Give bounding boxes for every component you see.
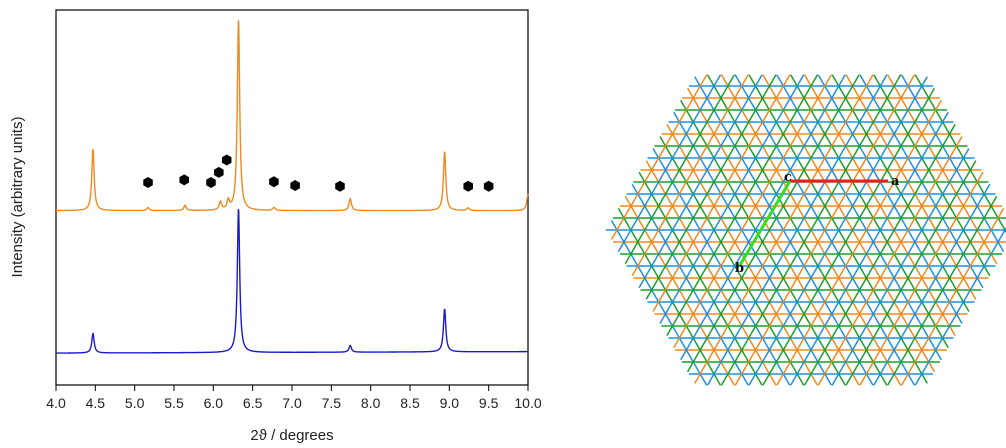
- hexagon-marker: [269, 176, 279, 188]
- x-ticks: 4.0 4.5 5.0 5.5 6.0 6.5 7.0 7.5 8.0 8.5 9.0 9.5 10.0: [46, 385, 542, 411]
- lattice-line: [762, 74, 936, 373]
- lattice-line: [694, 76, 874, 386]
- b-axis-label: b: [735, 261, 744, 276]
- lattice-line: [652, 74, 791, 312]
- x-tick-label: 4.0: [46, 395, 66, 411]
- lattice-line: [686, 87, 860, 386]
- series-line-1: [56, 20, 529, 212]
- lattice-line: [873, 183, 991, 386]
- hexagon-marker: [179, 174, 189, 186]
- x-tick-label: 10.0: [514, 395, 541, 411]
- lattice-line: [720, 74, 902, 386]
- lattice-line: [803, 124, 956, 386]
- x-tick-label: 9.5: [479, 395, 499, 411]
- lattice-line: [645, 74, 777, 300]
- lattice-line: [645, 160, 777, 386]
- lattice-line: [610, 220, 708, 386]
- lattice-line: [734, 74, 916, 386]
- lattice-diagram: c a b: [606, 74, 1006, 386]
- lattice-line: [673, 74, 832, 349]
- hexagon-marker: [335, 180, 345, 192]
- lattice-line: [617, 74, 722, 252]
- lattice-line: [887, 195, 998, 386]
- x-tick-label: 7.5: [322, 395, 342, 411]
- lattice-line: [652, 148, 791, 386]
- lattice-line: [694, 74, 874, 384]
- lattice-line: [900, 208, 1005, 386]
- lattice-line: [659, 136, 805, 386]
- x-tick-label: 7.0: [282, 395, 302, 411]
- lattice-line: [831, 148, 970, 386]
- x-tick-label: 5.5: [164, 395, 184, 411]
- lattice-line: [790, 111, 949, 386]
- lattice-line: [776, 99, 942, 386]
- x-tick-label: 6.0: [204, 395, 224, 411]
- c-axis-label: c: [784, 170, 792, 185]
- lattice-line: [631, 183, 749, 386]
- x-tick-label: 5.0: [125, 395, 145, 411]
- lattice-lines: [606, 74, 1006, 386]
- lattice-line: [686, 74, 860, 373]
- lattice-line: [748, 74, 928, 384]
- lattice-line: [817, 74, 963, 324]
- x-tick-label: 8.5: [400, 395, 420, 411]
- hexagon-marker: [483, 180, 494, 192]
- hexagon-marker: [221, 154, 232, 166]
- marker-layer: [143, 154, 494, 192]
- lattice-line: [845, 160, 977, 386]
- hexagon-marker: [214, 166, 224, 178]
- lattice-line: [659, 74, 805, 324]
- lattice-line: [914, 226, 1006, 386]
- series-layer: [56, 20, 529, 354]
- x-axis-title: 2ϑ / degrees: [250, 427, 333, 444]
- lattice-line: [900, 74, 1005, 252]
- x-tick-label: 8.0: [361, 395, 381, 411]
- xrd-chart: 4.0 4.5 5.0 5.5 6.0 6.5 7.0 7.5 8.0 8.5 9.0 9.5 10.0…: [9, 9, 542, 444]
- lattice-line: [706, 74, 888, 386]
- lattice-line: [914, 74, 1006, 234]
- x-tick-label: 4.5: [86, 395, 106, 411]
- hexagon-marker: [290, 180, 300, 191]
- hexagon-marker: [143, 177, 153, 188]
- lattice-line: [624, 74, 735, 265]
- lattice-line: [631, 74, 749, 277]
- lattice-line: [617, 208, 722, 386]
- lattice-line: [817, 136, 963, 386]
- a-axis-label: a: [891, 174, 900, 189]
- y-axis-title: Intensity (arbitrary units): [9, 117, 26, 278]
- lattice-line: [680, 74, 846, 361]
- series-line-2: [56, 208, 528, 354]
- hexagon-marker: [206, 177, 216, 188]
- lattice-line: [831, 74, 970, 312]
- lattice-line: [748, 76, 928, 386]
- lattice-line: [638, 74, 763, 289]
- x-tick-label: 9.0: [440, 395, 460, 411]
- lattice-line: [762, 87, 936, 386]
- lattice-line: [845, 74, 977, 300]
- x-tick-label: 6.5: [243, 395, 263, 411]
- hexagon-marker: [463, 180, 473, 192]
- lattice-line: [610, 74, 708, 240]
- plot-frame: [55, 9, 529, 386]
- b-axis-vector: [738, 180, 792, 266]
- lattice-line: [666, 74, 819, 336]
- lattice-line: [859, 171, 984, 386]
